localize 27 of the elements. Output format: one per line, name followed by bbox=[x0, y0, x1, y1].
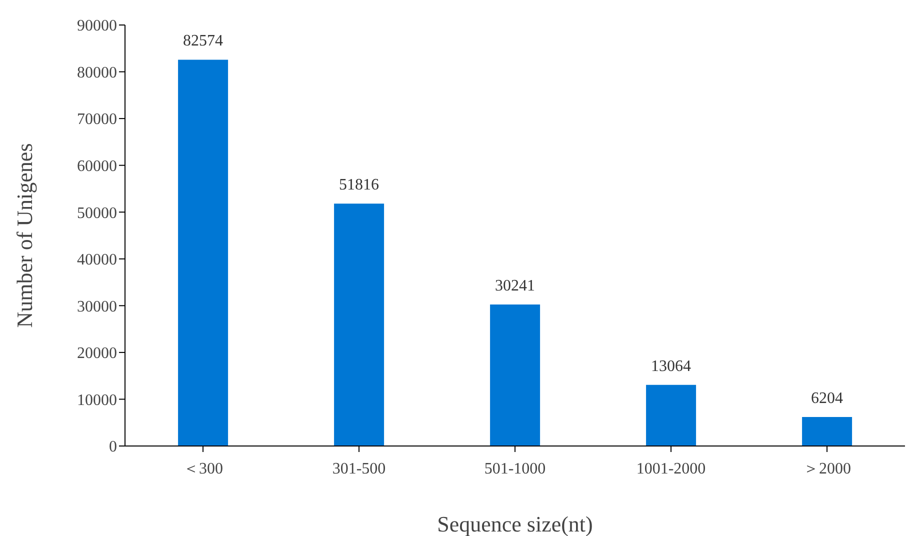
y-tick-label: 90000 bbox=[77, 18, 117, 35]
x-tick-label: 301-500 bbox=[332, 460, 386, 478]
x-tick-label: ＞2000 bbox=[803, 460, 851, 478]
bar bbox=[490, 304, 540, 446]
bar bbox=[646, 384, 696, 446]
bar bbox=[802, 416, 852, 446]
data-label: 6204 bbox=[811, 390, 844, 407]
y-tick-label: 30000 bbox=[77, 298, 117, 316]
y-tick-label: 80000 bbox=[77, 64, 117, 82]
data-label: 30241 bbox=[495, 278, 536, 295]
y-tick-label: 40000 bbox=[77, 252, 117, 269]
data-label: 51816 bbox=[339, 176, 380, 194]
x-tick-label: ＜300 bbox=[183, 460, 223, 478]
data-label: 13064 bbox=[651, 358, 692, 375]
y-tick-label: 10000 bbox=[77, 392, 117, 409]
data-label: 82574 bbox=[183, 32, 224, 50]
y-tick-label: 50000 bbox=[77, 204, 117, 222]
bar bbox=[334, 204, 384, 446]
y-tick-label: 60000 bbox=[77, 158, 117, 176]
bar bbox=[178, 60, 228, 446]
y-axis-title: Number of Unigenes bbox=[12, 143, 37, 328]
y-tick-label: 0 bbox=[109, 438, 117, 456]
x-tick-label: 1001-2000 bbox=[636, 460, 706, 478]
x-tick-label: 501-1000 bbox=[484, 460, 546, 478]
y-tick-label: 20000 bbox=[77, 345, 117, 362]
y-tick-label: 70000 bbox=[77, 111, 117, 128]
x-axis-title: Sequence size(nt) bbox=[437, 512, 593, 536]
